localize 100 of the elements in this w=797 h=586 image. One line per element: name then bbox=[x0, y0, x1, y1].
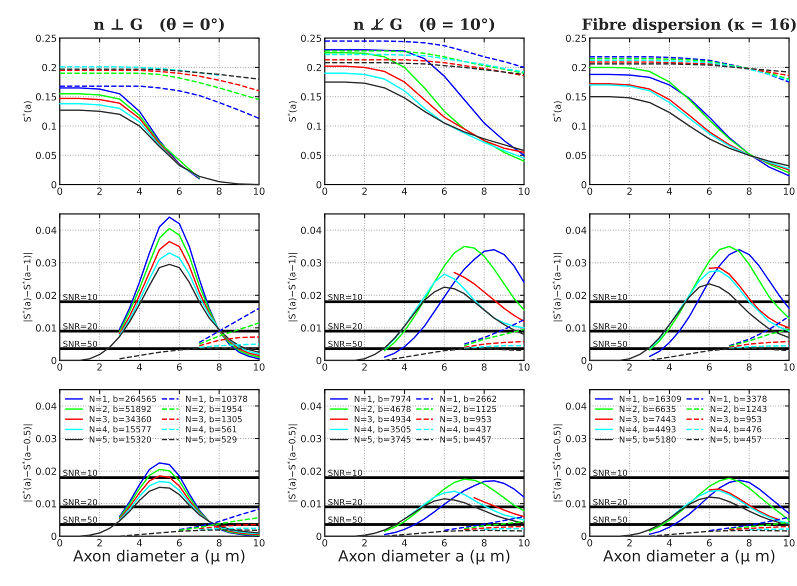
x-tick-label: 8 bbox=[746, 539, 752, 546]
legend-label: N=5, b=5180 bbox=[620, 436, 676, 444]
annotation: SNR=50 bbox=[593, 340, 628, 348]
x-tick-label: 0 bbox=[322, 188, 328, 195]
y-tick-label: 0.04 bbox=[36, 402, 56, 410]
y-tick-label: 0.05 bbox=[566, 152, 586, 160]
legend-label: N=2, b=51892 bbox=[90, 406, 151, 413]
line-series bbox=[59, 66, 220, 76]
annotation: SNR=10 bbox=[328, 470, 362, 476]
legend-label: N=4, b=437 bbox=[440, 426, 491, 434]
x-tick-label: 0 bbox=[322, 363, 328, 371]
annotation: SNR=20 bbox=[63, 498, 98, 506]
y-tick-label: 0.15 bbox=[566, 93, 586, 101]
line-series bbox=[324, 62, 525, 76]
legend-label: N=4, b=476 bbox=[710, 426, 762, 434]
legend-label: N=3, b=953 bbox=[440, 416, 491, 424]
y-axis-title: S$^{*}$(a) bbox=[287, 101, 297, 122]
x-tick-label: 4 bbox=[666, 539, 672, 546]
legend-label: N=4, b=3505 bbox=[354, 426, 411, 434]
annotation: SNR=10 bbox=[63, 294, 98, 300]
y-tick-label: 0 bbox=[316, 532, 322, 540]
y-tick-label: 0.15 bbox=[36, 93, 56, 101]
annotation: SNR=50 bbox=[593, 516, 628, 523]
legend-label: N=3, b=7443 bbox=[620, 416, 676, 424]
x-tick-label: 0 bbox=[587, 539, 592, 546]
line-series bbox=[464, 319, 525, 345]
y-tick-label: 0.03 bbox=[566, 259, 586, 267]
legend-label: N=3, b=1305 bbox=[186, 416, 242, 424]
legend-label: N=1, b=2662 bbox=[440, 396, 496, 403]
x-tick-label: 2 bbox=[627, 188, 632, 195]
x-tick-label: 8 bbox=[216, 539, 222, 546]
annotation: SNR=50 bbox=[63, 516, 98, 523]
y-tick-label: 0 bbox=[581, 532, 586, 540]
x-tick-label: 6 bbox=[442, 539, 447, 546]
legend-label: N=3, b=34360 bbox=[90, 416, 151, 424]
y-tick-label: 0.1 bbox=[42, 122, 56, 130]
legend-label: N=2, b=1954 bbox=[186, 406, 242, 413]
annotation: SNR=20 bbox=[328, 498, 362, 506]
annotation: SNR=20 bbox=[63, 323, 98, 330]
legend-label: N=1, b=264565 bbox=[90, 396, 156, 403]
legend-label: N=1, b=10378 bbox=[186, 396, 248, 403]
line-series bbox=[324, 59, 525, 76]
y-tick-label: 0 bbox=[316, 356, 322, 364]
line-series bbox=[648, 348, 790, 362]
y-axis-title: |S$^{*}$(a)−S$^{*}$(a−1)| bbox=[287, 253, 298, 322]
annotation: SNR=20 bbox=[593, 323, 628, 330]
y-tick-label: 0.02 bbox=[36, 468, 56, 475]
x-tick-label: 2 bbox=[97, 188, 102, 195]
x-tick-label: 8 bbox=[216, 188, 222, 195]
line-series bbox=[708, 516, 790, 532]
line-series bbox=[444, 516, 525, 532]
y-tick-label: 0.01 bbox=[36, 500, 56, 508]
y-tick-label: 0.01 bbox=[566, 500, 586, 508]
y-axis-title: |S$^{*}$(a)−S$^{*}$(a−1)| bbox=[552, 253, 562, 322]
y-tick-label: 0.02 bbox=[300, 468, 322, 475]
y-axis-title: S$^{*}$(a) bbox=[552, 101, 562, 122]
x-tick-label: 4 bbox=[136, 188, 142, 195]
legend-label: N=5, b=457 bbox=[710, 436, 762, 444]
legend-label: N=2, b=1243 bbox=[710, 406, 767, 413]
x-tick-label: 8 bbox=[746, 188, 752, 195]
x-tick-label: 0 bbox=[57, 188, 62, 195]
y-tick-label: 0.03 bbox=[300, 259, 322, 267]
line-series bbox=[708, 488, 780, 521]
line-series bbox=[464, 520, 525, 530]
y-tick-label: 0.04 bbox=[566, 402, 586, 410]
line-series bbox=[728, 328, 790, 348]
x-tick-label: 2 bbox=[97, 363, 102, 371]
x-tick-label: 6 bbox=[442, 188, 447, 195]
y-tick-label: 0.03 bbox=[36, 259, 56, 267]
legend-label: N=4, b=4493 bbox=[620, 426, 676, 434]
annotation: SNR=50 bbox=[328, 340, 362, 348]
x-tick-label: 0 bbox=[57, 363, 62, 371]
x-tick-label: 10 bbox=[784, 363, 795, 371]
line-series bbox=[728, 316, 790, 346]
y-tick-label: 0.1 bbox=[572, 122, 586, 130]
y-tick-label: 0.02 bbox=[566, 468, 586, 475]
y-tick-label: 0.04 bbox=[36, 226, 56, 234]
line-series bbox=[384, 348, 525, 362]
line-series bbox=[454, 272, 525, 322]
legend-label: N=1, b=7974 bbox=[354, 396, 411, 403]
x-tick-label: 10 bbox=[518, 539, 530, 546]
x-tick-label: 2 bbox=[97, 539, 102, 546]
x-tick-label: 2 bbox=[362, 363, 367, 371]
line-series bbox=[589, 96, 790, 167]
legend-label: N=4, b=15577 bbox=[90, 426, 151, 434]
legend-label: N=5, b=15320 bbox=[90, 436, 151, 444]
y-tick-label: 0.25 bbox=[300, 34, 322, 42]
y-tick-label: 0 bbox=[316, 181, 322, 188]
annotation: SNR=50 bbox=[328, 516, 362, 523]
legend-label: N=1, b=3378 bbox=[710, 396, 767, 403]
line-series bbox=[668, 490, 790, 524]
x-tick-label: 10 bbox=[254, 363, 265, 371]
y-tick-label: 0.2 bbox=[572, 64, 586, 72]
y-tick-label: 0.02 bbox=[566, 292, 586, 300]
y-axis-title: |S$^{*}$(a)−S$^{*}$(a−0.5)| bbox=[22, 424, 32, 502]
x-axis-title: Axon diameter a (μ m) bbox=[338, 550, 510, 565]
annotation: SNR=10 bbox=[63, 470, 98, 476]
annotation: SNR=10 bbox=[593, 470, 628, 476]
x-axis-title: Axon diameter a (μ m) bbox=[73, 550, 244, 565]
line-series bbox=[474, 497, 525, 518]
